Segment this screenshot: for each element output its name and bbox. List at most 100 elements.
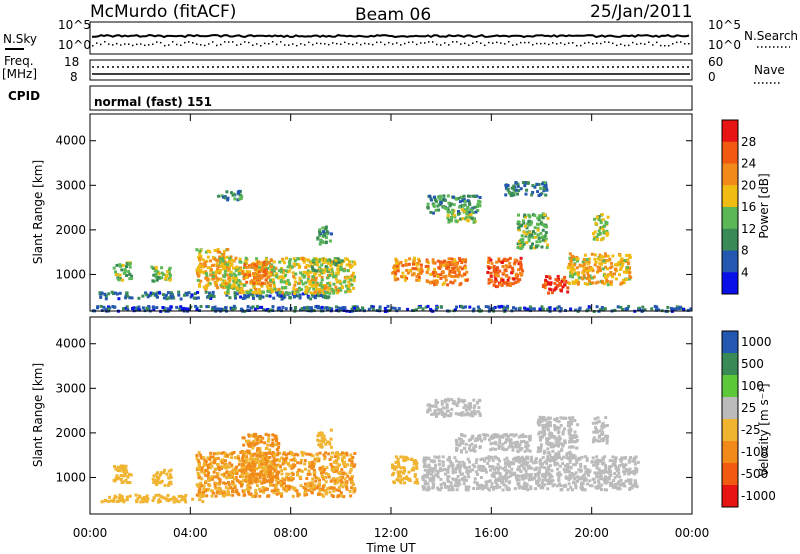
nsearch-point — [492, 42, 494, 44]
colorbar-swatch — [722, 141, 738, 164]
velocity-region-9 — [426, 397, 482, 418]
freq-tick-high: 18 — [64, 55, 79, 69]
power-heatmap — [91, 181, 693, 313]
nsearch-point — [156, 41, 158, 43]
nsearch-point — [552, 42, 554, 44]
nsearch-point — [144, 44, 146, 47]
velocity-region-2 — [151, 468, 173, 487]
colorbar-tick-label: 1000 — [741, 335, 772, 349]
power-region-7 — [316, 225, 333, 246]
nsky-trace — [92, 33, 690, 39]
nsearch-point — [648, 41, 650, 43]
power-ylabel: Slant Range [km] — [31, 160, 45, 264]
nsearch-tick-high: 10^5 — [708, 18, 741, 32]
nsearch-point — [596, 42, 598, 44]
colorbar-tick-label: 8 — [741, 244, 749, 258]
nsearch-point — [544, 42, 546, 45]
nsearch-point — [444, 42, 446, 44]
nsearch-point — [476, 41, 478, 43]
nsearch-point — [136, 43, 138, 46]
nsearch-point — [204, 44, 206, 47]
xlabel: Time UT — [365, 541, 416, 554]
colorbar-swatch — [722, 419, 738, 442]
nsearch-point — [660, 44, 662, 47]
velocity-region-6 — [391, 455, 420, 485]
nsearch-point — [264, 42, 266, 45]
nsearch-point — [128, 43, 130, 45]
power-region-12 — [486, 256, 525, 289]
nsearch-point — [460, 43, 462, 45]
velocity-region-8 — [454, 433, 532, 454]
nsearch-point — [372, 43, 374, 46]
nsearch-point — [276, 43, 278, 46]
power-region-16 — [592, 213, 610, 242]
nsearch-point — [112, 44, 114, 46]
nsearch-point — [332, 42, 334, 44]
date-title: 25/Jan/2011 — [590, 2, 693, 22]
nsearch-point — [368, 43, 370, 45]
nsearch-point — [344, 41, 346, 44]
colorbar-swatch — [722, 228, 738, 251]
nsearch-point — [592, 43, 594, 45]
nsearch-point — [284, 44, 286, 46]
velocity-region-4 — [240, 432, 281, 485]
nsearch-point — [420, 42, 422, 44]
nsearch-point — [528, 41, 530, 44]
nsearch-point — [248, 41, 250, 44]
nsearch-point — [308, 41, 310, 44]
power-panel: 1000 2000 3000 4000 Slant Range [km] — [31, 113, 693, 313]
nsearch-point — [120, 44, 122, 46]
nave-label: Nave — [754, 63, 785, 77]
nsearch-point — [160, 41, 162, 44]
nsearch-point — [356, 42, 358, 44]
xtick-label: 00:00 — [675, 526, 710, 540]
nsearch-point — [96, 42, 98, 44]
nsearch-point — [256, 43, 258, 45]
velocity-region-7 — [421, 455, 640, 492]
nsearch-point — [132, 44, 134, 47]
beam-title: Beam 06 — [355, 5, 431, 25]
colorbar-swatch — [722, 163, 738, 186]
freq-panel-frame — [89, 59, 693, 81]
nsearch-point — [684, 43, 686, 45]
nsearch-point — [636, 43, 638, 45]
power-region-15 — [566, 252, 633, 287]
colorbar-swatch — [722, 120, 738, 143]
power-y-axis: 1000 2000 3000 4000 — [55, 134, 692, 281]
nsearch-point — [664, 45, 666, 47]
nsearch-point — [192, 42, 194, 44]
nsearch-point — [412, 41, 414, 43]
ytick-label: 3000 — [55, 381, 86, 395]
colorbar-swatch — [722, 250, 738, 273]
power-region-1 — [112, 261, 134, 282]
power-region-0 — [98, 290, 331, 301]
time-x-axis: 00:00 04:00 08:00 12:00 16:00 20:00 00:00 — [73, 114, 710, 540]
velocity-region-11 — [591, 416, 610, 445]
nsearch-point — [180, 44, 182, 46]
xtick-label: 20:00 — [574, 526, 609, 540]
colorbar-tick-label: 4 — [741, 265, 749, 279]
nsearch-point — [640, 42, 642, 45]
nsearch-point — [116, 42, 118, 45]
nsearch-point — [252, 44, 254, 46]
nsearch-point — [376, 41, 378, 44]
nsearch-point — [456, 41, 458, 43]
velocity-y-axis: 1000 2000 3000 4000 — [55, 337, 692, 484]
colorbar-frame — [721, 330, 739, 508]
nsearch-point — [408, 41, 410, 44]
colorbar-tick-label: -500 — [741, 467, 768, 481]
nsearch-point — [504, 43, 506, 45]
nsearch-point — [656, 41, 658, 44]
nsearch-point — [584, 42, 586, 44]
nsearch-point — [500, 42, 502, 44]
nsearch-point — [196, 43, 198, 45]
colorbar-swatch — [722, 485, 738, 508]
nsearch-point — [520, 41, 522, 44]
ytick-label: 2000 — [55, 223, 86, 237]
nsearch-point — [576, 44, 578, 47]
nsearch-label: N.Search — [744, 29, 798, 43]
colorbar-tick-label: 24 — [741, 157, 756, 171]
nsearch-point — [280, 41, 282, 43]
colorbar-tick-label: 20 — [741, 178, 756, 192]
velocity-ylabel: Slant Range [km] — [31, 363, 45, 467]
